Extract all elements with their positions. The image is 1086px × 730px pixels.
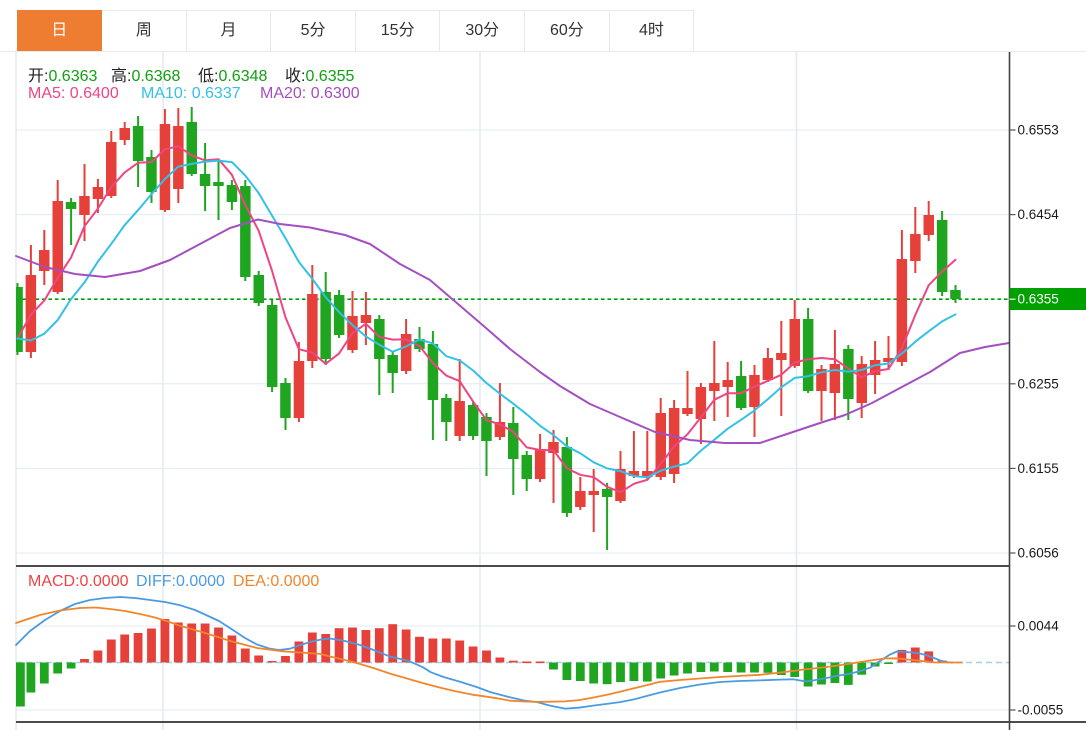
- svg-text:0.6355: 0.6355: [1018, 292, 1059, 307]
- svg-text:0.6454: 0.6454: [1018, 207, 1060, 222]
- svg-text:0.0044: 0.0044: [1018, 619, 1060, 634]
- svg-text:-0.0055: -0.0055: [1018, 703, 1064, 718]
- svg-text:0.6155: 0.6155: [1018, 461, 1059, 476]
- svg-text:0.6056: 0.6056: [1018, 546, 1059, 561]
- svg-text:0.6255: 0.6255: [1018, 376, 1059, 391]
- svg-text:0.6553: 0.6553: [1018, 123, 1059, 138]
